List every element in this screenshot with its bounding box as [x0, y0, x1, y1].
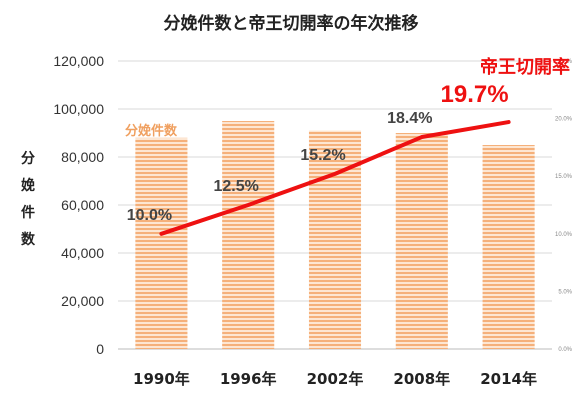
y-tick-label: 80,000	[61, 149, 104, 165]
y-axis-label: 分娩件数	[21, 151, 36, 248]
x-axis: 1990年 1996年 2002年 2008年 2014年	[133, 370, 537, 388]
y2-tick-label: 0.0%	[558, 347, 572, 353]
x-tick-label: 2002年	[307, 370, 364, 388]
bar-series-label: 分娩件数	[125, 123, 178, 139]
x-tick-label: 1990年	[133, 370, 190, 388]
data-label: 10.0%	[127, 207, 172, 224]
y2-tick-label: 15.0%	[555, 174, 573, 180]
y-tick-label: 120,000	[53, 53, 104, 69]
line-path	[159, 120, 511, 236]
data-label: 18.4%	[387, 110, 432, 127]
y-tick-label: 0	[96, 341, 104, 357]
y2-tick-label: 20.0%	[555, 117, 573, 123]
y-tick-label: 100,000	[53, 101, 104, 117]
bar	[395, 133, 448, 349]
data-label: 15.2%	[300, 147, 345, 164]
x-tick-label: 2014年	[480, 370, 537, 388]
y-tick-label: 20,000	[61, 293, 104, 309]
y2-tick-label: %	[567, 59, 573, 65]
y-axis: 0 20,000 40,000 60,000 80,000 100,000 120,000	[53, 53, 104, 357]
y2-tick-label: 5.0%	[558, 289, 572, 295]
y2-axis: 0.0% 5.0% 10.0% 15.0% 20.0%%	[555, 59, 573, 353]
y2-tick-label: 10.0%	[555, 232, 573, 238]
bars	[135, 121, 535, 349]
bar	[482, 145, 535, 349]
y-axis-label-char: 数	[21, 231, 36, 248]
data-label: 12.5%	[214, 178, 259, 195]
chart-title: 分娩件数と帝王切開率の年次推移	[164, 13, 419, 34]
data-label: 19.7%	[441, 81, 509, 108]
x-tick-label: 1996年	[220, 370, 277, 388]
y-tick-label: 40,000	[61, 245, 104, 261]
x-tick-label: 2008年	[393, 370, 450, 388]
line-series-label: 帝王切開率	[480, 56, 570, 78]
y-axis-label-char: 娩	[21, 177, 35, 194]
y-axis-label-char: 分	[21, 151, 35, 167]
bar	[135, 137, 188, 349]
line-series: 10.0% 12.5% 15.2% 18.4% 19.7%	[127, 81, 511, 236]
y-axis-label-char: 件	[21, 204, 35, 221]
bar	[222, 121, 275, 349]
y-tick-label: 60,000	[61, 197, 104, 213]
